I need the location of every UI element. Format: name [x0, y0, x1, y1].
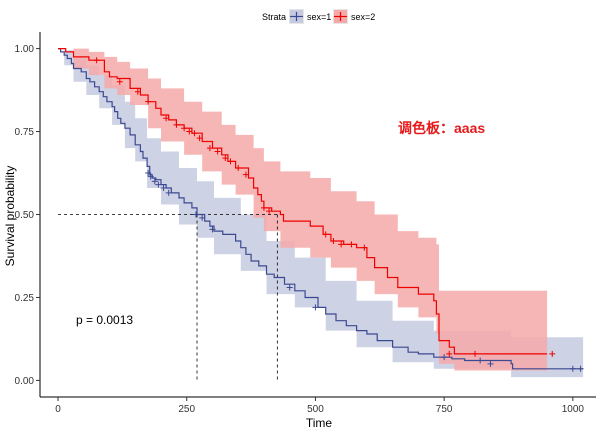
censor-mark-sex2 — [214, 148, 221, 155]
censor-mark-sex1 — [487, 360, 494, 367]
censor-mark-sex2 — [186, 128, 193, 135]
legend: Strata sex=1 sex=2 — [262, 9, 375, 24]
p-value-label: p = 0.0013 — [76, 313, 133, 327]
censor-mark-sex2 — [242, 171, 249, 178]
censor-mark-sex1 — [577, 365, 584, 372]
censor-mark-sex1 — [312, 304, 319, 311]
y-tick-label: 0.50 — [15, 210, 35, 221]
legend-label-sex1: sex=1 — [307, 12, 331, 22]
censor-mark-sex2 — [227, 158, 234, 165]
censor-mark-sex2 — [134, 88, 141, 95]
x-tick-label: 0 — [55, 404, 61, 415]
censor-mark-sex1 — [569, 365, 576, 372]
x-tick-label: 1000 — [562, 404, 585, 415]
censor-mark-sex1 — [160, 184, 167, 191]
y-axis-ticks: 0.00 0.25 0.50 0.75 1.00 — [15, 44, 40, 387]
censor-mark-sex2 — [145, 98, 152, 105]
censor-mark-sex1 — [192, 211, 199, 218]
censor-mark-sex2 — [446, 350, 453, 357]
legend-title: Strata — [262, 12, 286, 22]
censor-mark-sex1 — [145, 170, 152, 177]
palette-annotation: 调色板：aaas — [398, 120, 485, 136]
censor-mark-sex2 — [206, 145, 213, 152]
x-tick-label: 750 — [436, 404, 453, 415]
censor-mark-sex1 — [151, 178, 158, 185]
y-axis-title: Survival probability — [3, 166, 17, 267]
censor-mark-sex2 — [472, 350, 479, 357]
censor-mark-sex1 — [147, 173, 154, 180]
censor-mark-sex2 — [266, 208, 273, 215]
x-tick-label: 500 — [307, 404, 324, 415]
confidence-bands — [58, 48, 584, 379]
censor-mark-sex2 — [196, 135, 203, 142]
x-axis-title: Time — [306, 416, 333, 430]
survival-line-sex2 — [58, 48, 548, 355]
median-reference-lines — [58, 214, 278, 381]
legend-label-sex2: sex=2 — [351, 12, 375, 22]
x-tick-label: 250 — [178, 404, 195, 415]
censor-mark-sex2 — [330, 238, 337, 245]
censor-mark-sex1 — [199, 214, 206, 221]
ci-band-sex2 — [58, 48, 548, 371]
censor-mark-sex2 — [348, 241, 355, 248]
censor-mark-sex1 — [155, 181, 162, 188]
censor-mark-sex1 — [165, 189, 172, 196]
censor-mark-sex1 — [477, 357, 484, 364]
censor-mark-sex2 — [260, 204, 267, 211]
x-axis-ticks: 0 250 500 750 1000 — [55, 397, 584, 415]
censor-mark-sex2 — [361, 244, 368, 251]
censor-marks — [93, 57, 584, 372]
y-tick-label: 1.00 — [15, 44, 35, 55]
censor-mark-sex1 — [441, 354, 448, 361]
y-tick-label: 0.75 — [15, 127, 35, 138]
censor-mark-sex2 — [549, 350, 556, 357]
censor-mark-sex2 — [163, 115, 170, 122]
survival-curves — [58, 48, 584, 370]
censor-mark-sex2 — [116, 78, 123, 85]
censor-mark-sex2 — [93, 57, 100, 64]
censor-mark-sex2 — [222, 155, 229, 162]
censor-mark-sex2 — [181, 125, 188, 132]
censor-mark-sex1 — [286, 284, 293, 291]
survival-line-sex1 — [58, 48, 584, 370]
censor-mark-sex2 — [322, 231, 329, 238]
censor-mark-sex2 — [191, 130, 198, 137]
censor-mark-sex2 — [173, 121, 180, 128]
censor-mark-sex2 — [338, 241, 345, 248]
censor-mark-sex1 — [209, 226, 216, 233]
y-tick-label: 0.00 — [15, 376, 35, 387]
censor-mark-sex2 — [235, 165, 242, 172]
y-tick-label: 0.25 — [15, 293, 35, 304]
